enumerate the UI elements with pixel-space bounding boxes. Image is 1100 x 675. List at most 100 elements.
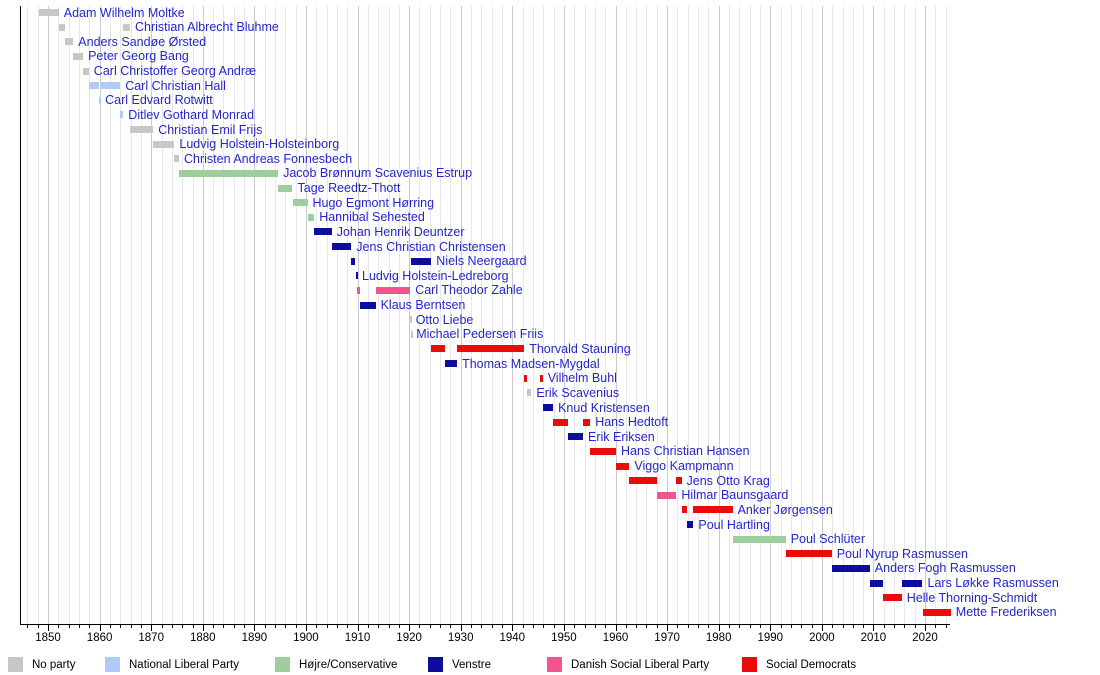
axis-tick-1996 [801,625,803,628]
legend-item-venstre: Venstre [428,657,491,672]
axis-tick-2020 [925,625,926,631]
pm-label[interactable]: Lars Løkke Rasmussen [927,576,1059,590]
term-bar [292,199,308,207]
pm-label[interactable]: Erik Eriksen [588,429,655,444]
axis-tick-1912 [367,625,369,628]
gridline-1920 [409,6,411,624]
legend-label: No party [32,658,76,671]
pm-label[interactable]: Christen Andreas Fonnesbech [184,151,353,166]
pm-label[interactable]: Hans Hedtoft [595,415,669,430]
pm-label[interactable]: Christian Emil Frijs [158,122,263,137]
term-bar [355,272,358,280]
gridline-2006 [852,6,854,624]
term-bar [901,579,923,587]
pm-label[interactable]: Mette Frederiksen [955,605,1057,620]
pm-label[interactable]: Carl Theodor Zahle [415,283,523,298]
gridline-1954 [584,6,586,624]
pm-label[interactable]: Carl Christian Hall [125,78,226,93]
gridline-1948 [553,6,555,624]
pm-label[interactable]: Viggo Kampmann [634,459,734,473]
pm-label[interactable]: Anders Sandøe Ørsted [78,34,207,49]
axis-tick-1952 [574,625,576,628]
pm-label[interactable]: Hilmar Baunsgaard [681,488,789,503]
pm-label[interactable]: Ludvig Holstein-Holsteinborg [179,137,340,152]
pm-label[interactable]: Erik Scavenius [536,385,620,400]
gridline-1988 [759,6,761,624]
gridline-1902 [316,6,318,624]
gridline-1890 [254,6,256,624]
pm-label[interactable]: Poul Nyrup Rasmussen [836,546,968,561]
axis-tick-1976 [698,625,699,628]
term-bar [351,257,356,265]
gridline-1848 [37,6,39,624]
pm-label[interactable]: Jens Otto Krag [686,473,770,488]
axis-tick-label: 1990 [757,632,784,644]
pm-label[interactable]: Christian Albrecht Bluhme [135,20,279,35]
axis-tick-1964 [636,625,638,628]
pm-label[interactable]: Jacob Brønnum Scavenius Estrup [283,166,473,181]
gridline-1964 [636,6,638,624]
pm-label[interactable]: Niels Neergaard [436,254,527,269]
term-bar [410,316,413,324]
axis-tick-1852 [58,625,60,628]
pm-label[interactable]: Johan Henrik Deuntzer [336,224,465,239]
term-bar [314,228,332,236]
gridline-2008 [863,6,865,624]
gridline-1956 [594,6,596,624]
pm-label[interactable]: Anders Fogh Rasmussen [874,561,1016,576]
gridline-1984 [739,6,741,624]
pm-label[interactable]: Jens Christian Christensen [356,239,506,254]
axis-tick-1932 [471,625,472,628]
pm-label[interactable]: Ludvig Holstein-Ledreborg [362,268,509,283]
gridline-1978 [708,6,710,624]
axis-tick-label: 2010 [860,632,887,644]
pm-label[interactable]: Anker Jørgensen [737,502,833,517]
gridline-1934 [481,6,483,624]
gridline-1992 [780,6,782,624]
pm-label[interactable]: Thomas Madsen-Mygdal [462,356,600,371]
pm-label[interactable]: Hans Christian Hansen [621,444,750,459]
gridline-1880 [202,6,204,624]
term-bar [38,9,59,16]
pm-label[interactable]: Poul Hartling [698,517,770,532]
pm-label[interactable]: Peter Georg Bang [88,49,189,64]
legend-label: Venstre [452,658,491,671]
axis-tick-2016 [904,625,906,628]
pm-label[interactable]: Thorvald Stauning [529,341,631,356]
pm-label[interactable]: Ditlev Gothard Monrad [128,107,255,122]
pm-label[interactable]: Michael Pedersen Friis [416,327,544,342]
pm-label[interactable]: Adam Wilhelm Moltke [63,5,185,20]
axis-tick-1890 [254,625,256,631]
axis-tick-label: 2000 [809,632,835,644]
no_party-swatch [8,657,23,672]
term-bar [83,67,89,75]
gridline-1970 [667,6,669,624]
axis-tick-1958 [605,625,607,628]
pm-label[interactable]: Helle Thorning-Schmidt [906,590,1038,605]
axis-tick-2014 [894,625,896,628]
pm-label[interactable]: Carl Christoffer Georg Andræ [93,64,257,78]
axis-tick-1854 [68,625,70,628]
legend-label: Danish Social Liberal Party [571,658,710,671]
pm-label[interactable]: Knud Kristensen [558,400,650,415]
pm-label[interactable]: Klaus Berntsen [380,298,466,313]
term-bar [73,52,84,60]
legend-item-social_democrats: Social Democrats [742,657,856,672]
pm-label[interactable]: Hugo Egmont Hørring [312,195,435,210]
pm-label[interactable]: Carl Edvard Rotwitt [105,93,213,108]
term-bar [278,184,293,192]
term-bar [869,579,883,587]
gridline-1852 [58,6,60,624]
axis-tick-1858 [89,625,91,628]
pm-label[interactable]: Vilhelm Buhl [547,371,617,386]
axis-tick-1934 [481,625,483,628]
axis-tick-1850 [48,625,49,631]
pm-label[interactable]: Hannibal Sehested [319,210,425,225]
term-bar [553,418,569,426]
pm-label[interactable]: Otto Liebe [415,312,474,327]
term-bar [629,477,658,485]
term-bar [882,594,902,602]
pm-label[interactable]: Tage Reedtz-Thott [297,181,401,195]
pm-label[interactable]: Poul Schlüter [790,532,866,547]
axis-tick-1864 [120,625,122,628]
